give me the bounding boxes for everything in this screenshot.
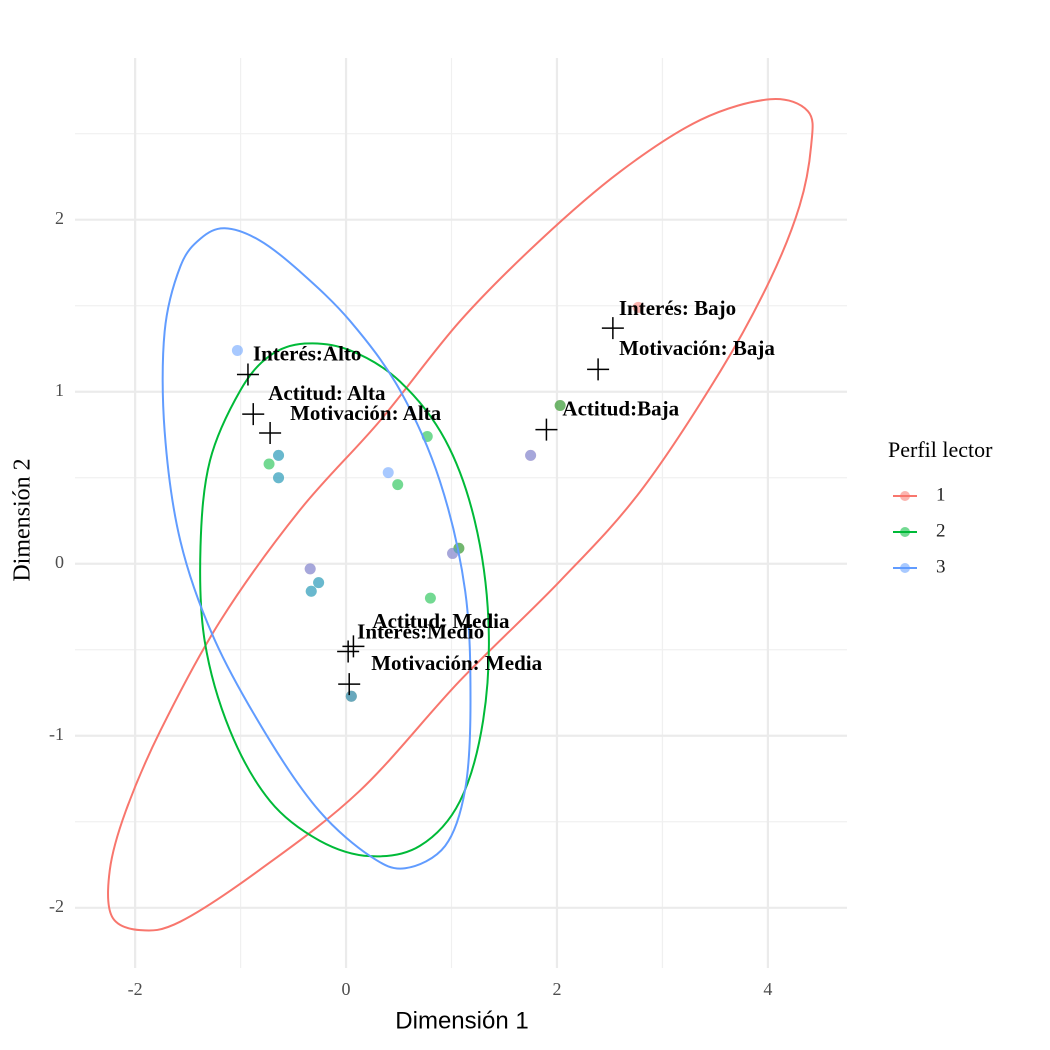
data-point (525, 449, 537, 461)
y-tick-label: -2 (49, 896, 64, 916)
confidence-ellipse (161, 227, 472, 870)
category-label: Actitud: Media (372, 609, 510, 633)
legend-label: 1 (936, 484, 946, 505)
category-cross (337, 640, 360, 663)
confidence-ellipse (107, 98, 814, 932)
category-label: Interés:Alto (253, 341, 361, 365)
data-point (273, 449, 285, 461)
data-point (304, 563, 316, 575)
y-tick-label: 2 (55, 208, 64, 228)
data-point (345, 690, 357, 702)
data-point (382, 467, 394, 479)
x-tick-label: 2 (552, 979, 561, 999)
legend-label: 2 (936, 520, 946, 541)
category-cross (342, 635, 365, 658)
legend-label: 3 (936, 556, 946, 577)
x-tick-label: 4 (763, 979, 772, 999)
legend-marker (900, 563, 910, 573)
category-cross (259, 422, 282, 445)
category-label: Motivación: Baja (619, 336, 775, 360)
data-point (632, 301, 644, 313)
x-axis-title: Dimensión 1 (395, 1007, 528, 1034)
data-point (424, 592, 436, 604)
category-cross (338, 673, 361, 696)
category-label: Actitud:Baja (562, 396, 679, 420)
data-point (313, 577, 325, 589)
category-label: Interés:Medio (357, 619, 484, 643)
legend-title: Perfil lector (888, 437, 993, 462)
data-point (392, 479, 404, 491)
legend-marker (900, 527, 910, 537)
y-tick-label: 1 (55, 380, 64, 400)
y-tick-label: 0 (55, 552, 64, 572)
category-label: Actitud: Alta (268, 381, 386, 405)
category-cross (242, 403, 265, 426)
data-point (231, 344, 243, 356)
data-point (305, 585, 317, 597)
category-label: Motivación: Media (371, 651, 542, 675)
data-point (447, 547, 459, 559)
legend-marker (900, 491, 910, 501)
x-tick-label: 0 (342, 979, 351, 999)
x-tick-label: -2 (128, 979, 143, 999)
category-cross (236, 363, 259, 386)
y-axis-title: Dimensión 2 (10, 458, 36, 581)
data-point (554, 399, 566, 411)
y-tick-label: -1 (49, 724, 64, 744)
data-point (273, 472, 285, 484)
category-cross (587, 358, 610, 381)
category-cross (601, 317, 624, 340)
category-label: Interés: Bajo (619, 296, 736, 320)
category-cross (535, 418, 558, 441)
category-label: Motivación: Alta (290, 401, 442, 425)
data-point (263, 458, 275, 470)
